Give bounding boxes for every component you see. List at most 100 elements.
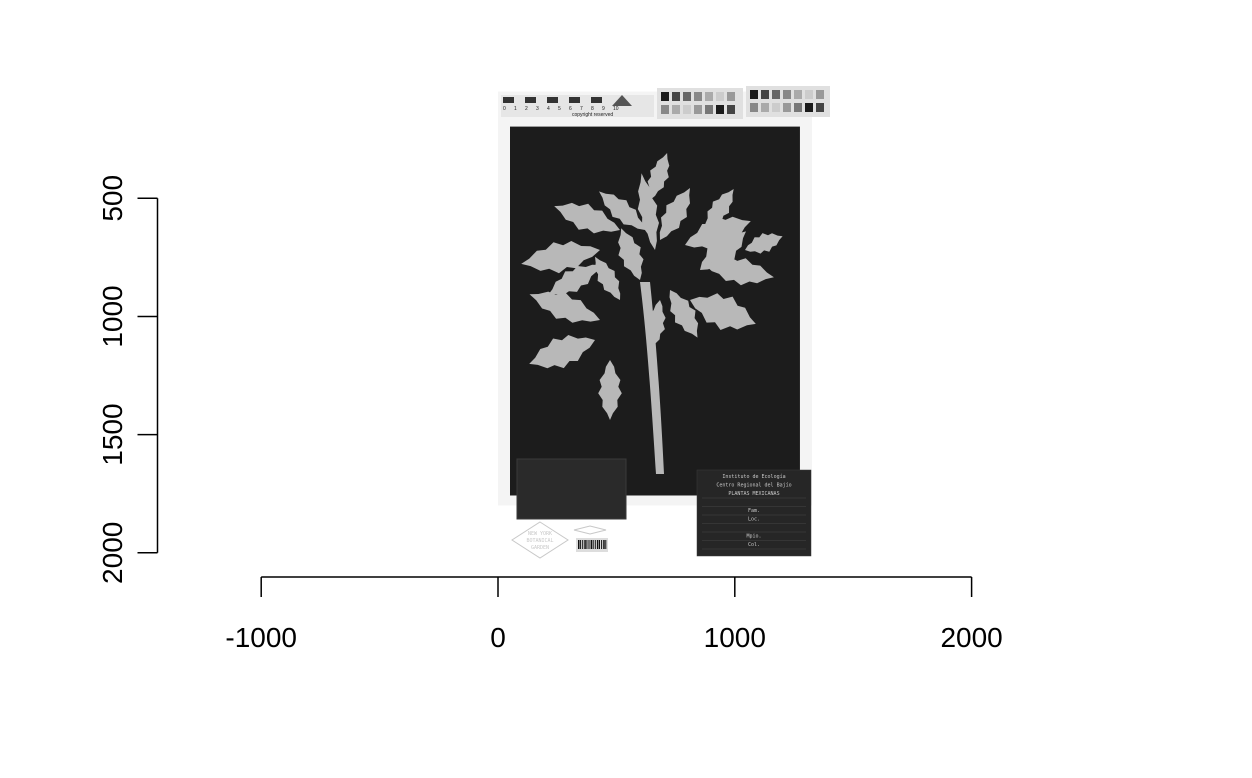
plant-leaf: [669, 290, 699, 338]
color-patch: [750, 103, 758, 112]
ruler-segment: [558, 97, 569, 103]
y-tick-label: 1500: [97, 403, 128, 465]
label-line: Instituto de Ecología: [722, 473, 785, 480]
plant-leaf: [705, 257, 774, 286]
color-patch: [772, 90, 780, 99]
barcode: [573, 525, 608, 552]
ruler-segment: [580, 97, 591, 103]
ruler-number: 7: [580, 106, 583, 112]
color-chart-left: [657, 88, 743, 119]
x-tick-label: 1000: [704, 622, 766, 653]
color-patch: [794, 103, 802, 112]
label-line: Fam.: [748, 508, 760, 514]
label-line: Col.: [748, 542, 760, 548]
ruler-segment: [591, 97, 602, 103]
y-tick-label: 1000: [97, 285, 128, 347]
color-patch: [716, 92, 724, 101]
plant-leaf: [685, 216, 751, 250]
y-axis: 500 1000 1500 2000: [97, 175, 159, 584]
ruler-segment: [569, 97, 580, 103]
color-patch: [805, 103, 813, 112]
color-patch: [661, 92, 669, 101]
color-patch: [750, 90, 758, 99]
barcode-bar: [590, 540, 593, 549]
color-patch: [772, 103, 780, 112]
color-patch: [672, 92, 680, 101]
barcode-bar: [584, 540, 586, 549]
plant-leaf: [637, 173, 659, 250]
ruler-segment: [514, 97, 525, 103]
label-line: PLANTAS MEXICANAS: [728, 491, 779, 497]
color-patch: [783, 90, 791, 99]
specimen-packet: [516, 458, 627, 520]
ruler-segment: [602, 97, 613, 103]
barcode-bar: [605, 540, 607, 549]
barcode-bar: [601, 540, 603, 549]
stamp-diamond-icon: [511, 521, 569, 559]
ruler-number: 3: [536, 106, 539, 112]
barcode-bar: [596, 540, 599, 549]
ruler-number: 6: [569, 106, 572, 112]
color-patch: [727, 105, 735, 114]
ruler-number: 2: [525, 106, 528, 112]
plant-leaf: [690, 293, 756, 330]
plant-leaf: [548, 264, 600, 295]
ruler-segment: [536, 97, 547, 103]
barcode-bar: [594, 540, 596, 549]
ruler-segment: [525, 97, 536, 103]
ruler-number: 1: [514, 106, 517, 112]
label-card: [696, 469, 812, 557]
axes: -1000 0 1000 2000 500 1000 1500 2000: [97, 175, 1003, 653]
barcode-bar: [588, 540, 590, 549]
barcode-bar: [592, 540, 594, 549]
color-patch: [694, 92, 702, 101]
color-patch: [683, 92, 691, 101]
color-patch: [694, 105, 702, 114]
ruler-logo-icon: [612, 95, 632, 106]
x-axis: -1000 0 1000 2000: [225, 576, 1003, 653]
stamp-line: BOTANICAL: [526, 538, 553, 544]
ruler-segment: [547, 97, 558, 103]
barcode-bar: [580, 540, 582, 549]
plant-leaf: [554, 202, 620, 234]
color-patch: [672, 105, 680, 114]
barcode-bar: [582, 540, 584, 549]
ruler-number: 4: [547, 106, 550, 112]
plant-leaf: [598, 360, 622, 420]
plant-leaf: [705, 189, 734, 230]
plant-leaf: [645, 300, 666, 350]
barcode-bar: [578, 540, 580, 549]
ruler-segment: [503, 97, 514, 103]
color-patch: [705, 105, 713, 114]
label-line: Mpio.: [746, 534, 761, 540]
x-tick-label: 2000: [940, 622, 1002, 653]
color-chart-right: [746, 86, 830, 117]
plant-leaf: [595, 256, 621, 300]
determination-label: Instituto de Ecología Centro Regional del…: [696, 469, 812, 557]
color-patch: [661, 105, 669, 114]
color-patch: [761, 103, 769, 112]
plant-leaf: [647, 153, 670, 200]
plant-leaf: [700, 231, 746, 270]
barcode-bar: [599, 540, 600, 549]
ruler-number: 5: [558, 106, 561, 112]
ruler-number: 9: [602, 106, 605, 112]
plant-leaf: [529, 335, 595, 369]
color-patch: [727, 92, 735, 101]
color-patch: [794, 90, 802, 99]
color-patch: [805, 90, 813, 99]
plant-leaf: [599, 191, 645, 230]
x-tick-label: 0: [490, 622, 506, 653]
color-patch: [683, 105, 691, 114]
plant-leaf: [745, 233, 783, 254]
color-patch: [783, 103, 791, 112]
plant-leaf: [618, 228, 644, 280]
plant-specimen: [521, 153, 783, 474]
ruler-number: 8: [591, 106, 594, 112]
stamp-line: NEW YORK: [528, 531, 552, 537]
y-tick-label: 2000: [97, 522, 128, 584]
ruler-copyright: copyright reserved: [572, 112, 613, 118]
